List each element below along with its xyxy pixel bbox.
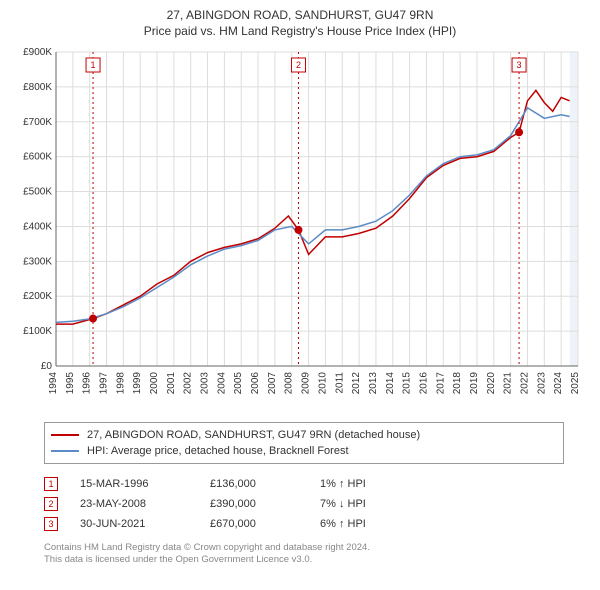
svg-text:2014: 2014 (385, 372, 396, 395)
svg-text:2012: 2012 (351, 372, 362, 395)
credit: Contains HM Land Registry data © Crown c… (44, 542, 588, 567)
svg-text:2020: 2020 (486, 372, 497, 395)
marker-date: 30-JUN-2021 (80, 518, 210, 530)
legend-swatch (51, 450, 79, 452)
svg-text:2003: 2003 (200, 372, 211, 395)
svg-text:2016: 2016 (418, 372, 429, 395)
svg-text:2: 2 (296, 60, 301, 70)
marker-date: 15-MAR-1996 (80, 478, 210, 490)
svg-text:2006: 2006 (250, 372, 261, 395)
credit-line1: Contains HM Land Registry data © Crown c… (44, 542, 588, 554)
svg-text:£800K: £800K (23, 82, 52, 93)
svg-text:2000: 2000 (149, 372, 160, 395)
credit-line2: This data is licensed under the Open Gov… (44, 554, 588, 566)
svg-text:£500K: £500K (23, 187, 52, 198)
title-line2: Price paid vs. HM Land Registry's House … (12, 24, 588, 38)
svg-text:£400K: £400K (23, 221, 52, 232)
marker-row: 3 30-JUN-2021£670,0006% ↑ HPI (44, 514, 564, 534)
svg-text:£700K: £700K (23, 117, 52, 128)
svg-text:2013: 2013 (368, 372, 379, 395)
legend-label: HPI: Average price, detached house, Brac… (87, 445, 349, 457)
svg-text:1998: 1998 (115, 372, 126, 395)
svg-text:2017: 2017 (435, 372, 446, 395)
svg-text:£200K: £200K (23, 291, 52, 302)
marker-price: £390,000 (210, 498, 320, 510)
marker-pct: 7% ↓ HPI (320, 498, 366, 510)
svg-text:2005: 2005 (233, 372, 244, 395)
marker-number-box: 2 (44, 497, 58, 511)
marker-date: 23-MAY-2008 (80, 498, 210, 510)
legend-item: HPI: Average price, detached house, Brac… (51, 443, 557, 459)
svg-text:2007: 2007 (267, 372, 278, 395)
svg-text:£0: £0 (41, 361, 53, 372)
svg-text:2022: 2022 (519, 372, 530, 395)
legend-swatch (51, 434, 79, 436)
svg-text:2018: 2018 (452, 372, 463, 395)
svg-text:2001: 2001 (166, 372, 177, 395)
svg-text:£300K: £300K (23, 256, 52, 267)
marker-table: 1 15-MAR-1996£136,0001% ↑ HPI 2 23-MAY-2008… (44, 474, 564, 534)
marker-number-box: 1 (44, 477, 58, 491)
svg-text:2008: 2008 (284, 372, 295, 395)
legend-item: 27, ABINGDON ROAD, SANDHURST, GU47 9RN (… (51, 427, 557, 443)
svg-text:3: 3 (517, 60, 522, 70)
svg-text:1997: 1997 (99, 372, 110, 395)
chart-titles: 27, ABINGDON ROAD, SANDHURST, GU47 9RN P… (12, 6, 588, 44)
svg-text:2021: 2021 (503, 372, 514, 395)
svg-text:2010: 2010 (317, 372, 328, 395)
svg-text:2004: 2004 (216, 372, 227, 395)
legend-label: 27, ABINGDON ROAD, SANDHURST, GU47 9RN (… (87, 429, 420, 441)
svg-text:£100K: £100K (23, 326, 52, 337)
svg-text:2019: 2019 (469, 372, 480, 395)
marker-price: £670,000 (210, 518, 320, 530)
marker-row: 1 15-MAR-1996£136,0001% ↑ HPI (44, 474, 564, 494)
svg-text:1994: 1994 (48, 372, 59, 395)
marker-price: £136,000 (210, 478, 320, 490)
svg-text:1999: 1999 (132, 372, 143, 395)
svg-text:1: 1 (91, 60, 96, 70)
svg-text:2015: 2015 (402, 372, 413, 395)
svg-text:2002: 2002 (183, 372, 194, 395)
title-line1: 27, ABINGDON ROAD, SANDHURST, GU47 9RN (12, 8, 588, 22)
svg-text:2009: 2009 (301, 372, 312, 395)
marker-number-box: 3 (44, 517, 58, 531)
svg-text:2023: 2023 (536, 372, 547, 395)
marker-row: 2 23-MAY-2008£390,0007% ↓ HPI (44, 494, 564, 514)
svg-text:1995: 1995 (65, 372, 76, 395)
svg-text:1996: 1996 (82, 372, 93, 395)
legend: 27, ABINGDON ROAD, SANDHURST, GU47 9RN (… (44, 422, 564, 464)
svg-text:2011: 2011 (334, 372, 345, 394)
svg-text:£600K: £600K (23, 152, 52, 163)
svg-text:2024: 2024 (553, 372, 564, 395)
svg-text:2025: 2025 (570, 372, 581, 395)
svg-text:£900K: £900K (23, 47, 52, 58)
price-chart: £0 £100K £200K £300K £400K £500K £600K £700K £80… (12, 44, 588, 414)
series-line (56, 108, 570, 323)
marker-pct: 6% ↑ HPI (320, 518, 366, 530)
series-line (56, 90, 570, 324)
marker-pct: 1% ↑ HPI (320, 478, 366, 490)
